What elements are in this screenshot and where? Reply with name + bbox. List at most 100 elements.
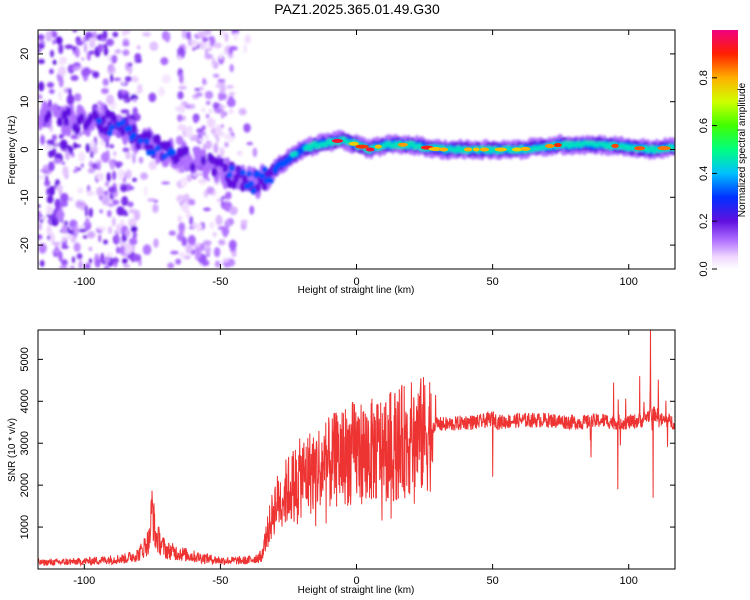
spectrogram-noise-blob	[185, 243, 193, 254]
spectrogram-noise-blob	[88, 50, 95, 55]
spectrogram-noise-blob	[221, 226, 230, 237]
spectrogram-noise-blob	[85, 143, 91, 153]
spectrogram-noise-blob	[38, 49, 42, 53]
spectrogram-noise-blob	[122, 147, 130, 153]
colorbar-tick-label: 0.4	[698, 166, 710, 181]
spectrogram-noise-blob	[112, 31, 119, 38]
spectrogram-noise-blob	[48, 150, 54, 158]
spectrogram-noise-blob	[125, 229, 131, 238]
spectrogram-noise-blob	[121, 233, 127, 242]
spectrogram-noise-blob	[238, 108, 247, 116]
y-tick-label: -10	[19, 189, 31, 205]
spectrogram-noise-blob	[100, 87, 109, 95]
spectrogram-noise-blob	[45, 30, 53, 42]
spectrogram-noise-blob	[116, 224, 121, 235]
spectrogram-noise-blob	[120, 245, 125, 255]
y-tick-label: 1000	[19, 515, 31, 539]
spectrogram-ridge-cell	[183, 145, 190, 156]
spectrogram-ridge-cell	[63, 116, 70, 127]
spectrogram-noise-blob	[127, 62, 133, 67]
spectrogram-noise-blob	[102, 30, 108, 40]
spectrogram-noise-blob	[213, 143, 219, 154]
spectrogram-noise-blob	[181, 115, 187, 121]
spectrogram-noise-blob	[82, 235, 88, 239]
spectrogram-noise-blob	[132, 107, 138, 117]
spectrogram-ridge-cell	[226, 171, 233, 179]
spectrogram-noise-blob	[249, 205, 255, 215]
spectrogram-noise-blob	[185, 210, 191, 219]
spectrogram-ridge-cell	[119, 118, 126, 126]
spectrogram-noise-blob	[219, 147, 225, 158]
spectrogram-noise-blob	[57, 92, 61, 96]
spectrogram-noise-blob	[122, 30, 131, 35]
spectrogram-noise-blob	[121, 257, 128, 265]
spectrogram-noise-blob	[226, 84, 234, 89]
spectrogram-noise-blob	[212, 102, 220, 110]
spectrogram-noise-blob	[161, 74, 171, 84]
spectrogram-noise-blob	[114, 161, 123, 167]
spectrogram-peak	[479, 147, 490, 152]
spectrogram-noise-blob	[60, 259, 68, 266]
colorbar-gradient	[712, 30, 738, 269]
spectrogram-noise-blob	[110, 199, 120, 206]
spectrogram-noise-blob	[216, 198, 221, 203]
x-tick-label: -100	[73, 276, 95, 288]
snr-y-ticks: 1000 2000 3000 4000 5000	[19, 347, 675, 539]
spectrogram-noise-blob	[228, 239, 237, 251]
spectrogram-noise-blob	[73, 228, 78, 239]
spectrogram-noise-blob	[122, 81, 126, 85]
spectrogram-noise-blob	[243, 43, 247, 54]
y-tick-label: 0	[19, 146, 31, 152]
spectrogram-noise-blob	[143, 185, 148, 197]
spectrogram-noise-blob	[38, 242, 47, 254]
spectrogram-noise-blob	[89, 140, 96, 148]
spectrogram-noise-blob	[97, 43, 104, 53]
spectrogram-noise-blob	[177, 114, 183, 122]
spectrogram-noise-blob	[244, 34, 252, 44]
spectrogram-noise-blob	[152, 203, 159, 214]
spectrogram-noise-blob	[198, 178, 207, 185]
spectrogram-noise-blob	[196, 222, 203, 232]
spectrogram-y-label: Frequency (Hz)	[7, 116, 18, 185]
spectrogram-noise-blob	[124, 76, 133, 82]
spectrogram-noise-blob	[148, 92, 157, 103]
spectrogram-noise-blob	[131, 237, 136, 244]
spectrogram-noise-blob	[98, 234, 102, 243]
spectrogram-noise-blob	[99, 209, 103, 214]
spectrogram-ridge-cell	[78, 113, 85, 123]
x-tick-label: 100	[620, 276, 638, 288]
spectrogram-ridge-cell	[259, 172, 266, 180]
spectrogram-noise-blob	[202, 240, 212, 246]
spectrogram-ridge-cell	[250, 187, 257, 195]
spectrogram-noise-blob	[38, 234, 43, 240]
spectrogram-noise-blob	[177, 55, 183, 61]
spectrogram-noise-blob	[87, 168, 96, 174]
spectrogram-noise-blob	[96, 172, 105, 181]
spectrogram-noise-blob	[102, 43, 108, 49]
spectrogram-ridge-cell	[150, 149, 157, 156]
spectrogram-ridge-cell	[137, 137, 144, 145]
y-tick-label: 2000	[19, 473, 31, 497]
spectrogram-noise-blob	[75, 40, 84, 46]
spectrogram-noise-blob	[106, 210, 112, 218]
spectrogram-noise-blob	[55, 36, 63, 45]
spectrogram-ridge-cell	[211, 167, 218, 177]
spectrogram-noise-blob	[38, 34, 45, 41]
spectrogram-noise-blob	[109, 144, 115, 149]
spectrogram-noise-blob	[103, 239, 108, 245]
spectrogram-noise-blob	[177, 124, 187, 131]
spectrogram-noise-blob	[128, 218, 137, 228]
spectrogram-noise-blob	[205, 245, 210, 250]
spectrogram-noise-blob	[158, 86, 165, 97]
spectrogram-ridge-cell	[228, 165, 235, 172]
spectrogram-noise-blob	[59, 139, 68, 151]
spectrogram-noise-blob	[199, 86, 205, 91]
spectrogram-noise-blob	[50, 232, 55, 244]
spectrogram-noise-blob	[178, 228, 185, 236]
spectrogram-noise-blob	[168, 230, 176, 236]
spectrogram-noise-blob	[48, 161, 55, 172]
spectrogram-ridge-cell	[95, 117, 102, 125]
spectrogram-noise-blob	[120, 198, 128, 203]
